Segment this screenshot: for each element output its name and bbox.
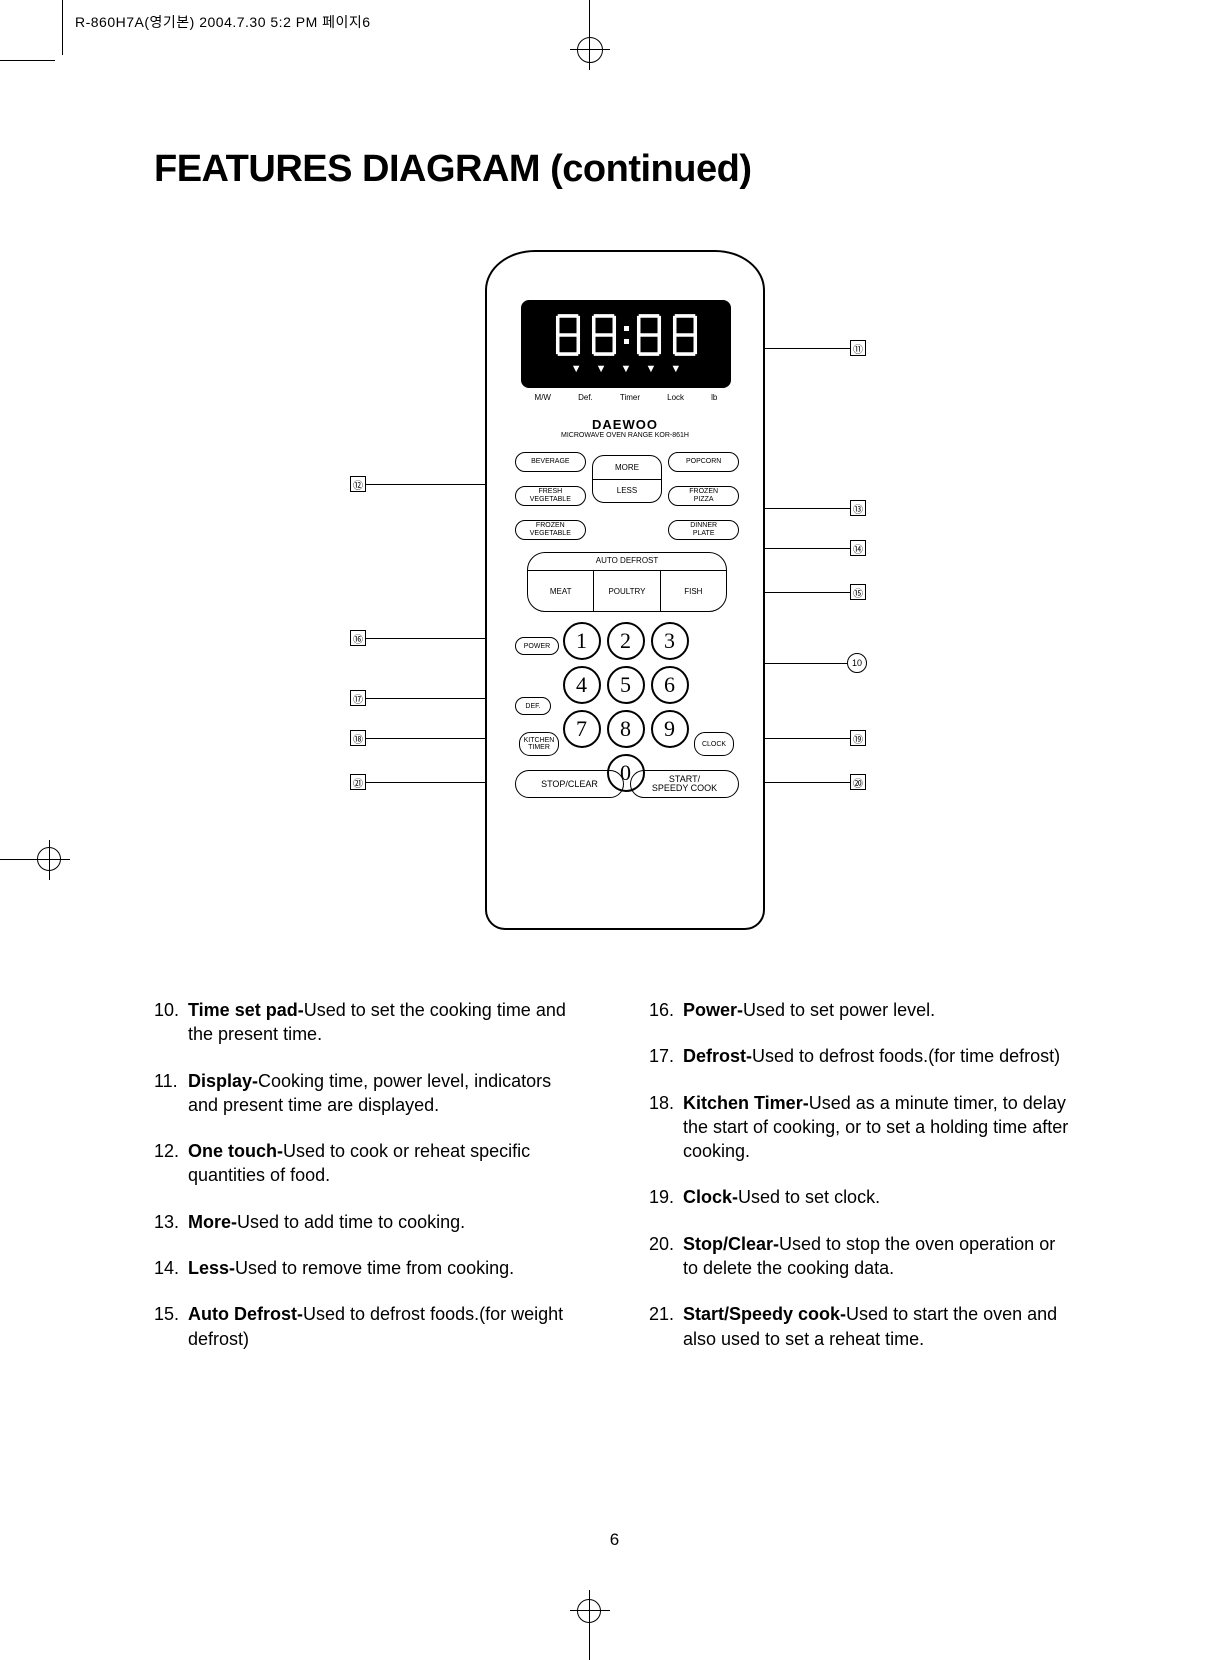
display: ▼▼▼▼▼	[521, 300, 731, 388]
kitchen-timer-button[interactable]: KITCHEN TIMER	[519, 732, 559, 756]
page-meta: R-860H7A(영기본) 2004.7.30 5:2 PM 페이지6	[75, 12, 371, 32]
key-8[interactable]: 8	[607, 710, 645, 748]
frozen-vegetable-button[interactable]: FROZEN VEGETABLE	[515, 520, 586, 540]
def-button[interactable]: DEF.	[515, 697, 551, 715]
description-item: 20.Stop/Clear-Used to stop the oven oper…	[649, 1232, 1074, 1281]
page-title: FEATURES DIAGRAM (continued)	[154, 148, 751, 191]
callout-17: ⑰	[350, 690, 366, 706]
callout-20: ⑳	[850, 774, 866, 790]
crop-mark	[62, 0, 63, 55]
key-2[interactable]: 2	[607, 622, 645, 660]
display-arrows: ▼▼▼▼▼	[571, 363, 681, 375]
callout-14: ⑭	[850, 540, 866, 556]
dinner-plate-button[interactable]: DINNER PLATE	[668, 520, 739, 540]
registration-mark-bottom	[570, 1600, 610, 1660]
description-item: 11.Display-Cooking time, power level, in…	[154, 1069, 579, 1118]
bottom-row: STOP/CLEAR START/ SPEEDY COOK	[515, 770, 739, 798]
poultry-button[interactable]: POULTRY	[593, 571, 659, 611]
callout-10: 10	[847, 653, 867, 673]
description-item: 13.More-Used to add time to cooking.	[154, 1210, 579, 1234]
callout-11: ⑪	[850, 340, 866, 356]
feature-descriptions: 10.Time set pad-Used to set the cooking …	[154, 998, 1074, 1373]
one-touch-grid: BEVERAGE MORE LESS POPCORN FRESH VEGETAB…	[515, 448, 739, 544]
brand-label: DAEWOO	[487, 417, 763, 432]
description-item: 18.Kitchen Timer-Used as a minute timer,…	[649, 1091, 1074, 1164]
display-sublabels: M/W Def. Timer Lock lb	[521, 393, 731, 402]
description-item: 19.Clock-Used to set clock.	[649, 1185, 1074, 1209]
callout-19: ⑲	[850, 730, 866, 746]
auto-defrost-group: AUTO DEFROST MEAT POULTRY FISH	[527, 552, 727, 612]
meat-button[interactable]: MEAT	[528, 571, 593, 611]
callout-13: ⑬	[850, 500, 866, 516]
key-3[interactable]: 3	[651, 622, 689, 660]
callout-21: ㉑	[350, 774, 366, 790]
start-speedy-cook-button[interactable]: START/ SPEEDY COOK	[630, 770, 739, 798]
crop-mark	[0, 60, 55, 61]
keypad: 1 2 3 4 5 6 7 8 9 0	[559, 622, 694, 794]
callout-18: ⑱	[350, 730, 366, 746]
description-item: 17.Defrost-Used to defrost foods.(for ti…	[649, 1044, 1074, 1068]
key-1[interactable]: 1	[563, 622, 601, 660]
registration-mark-top	[570, 0, 610, 60]
less-button: LESS	[593, 480, 662, 503]
callout-16: ⑯	[350, 630, 366, 646]
page-number: 6	[0, 1530, 1229, 1550]
frozen-pizza-button[interactable]: FROZEN PIZZA	[668, 486, 739, 506]
key-6[interactable]: 6	[651, 666, 689, 704]
description-item: 21.Start/Speedy cook-Used to start the o…	[649, 1302, 1074, 1351]
more-less-button[interactable]: MORE LESS	[592, 455, 663, 503]
description-item: 10.Time set pad-Used to set the cooking …	[154, 998, 579, 1047]
stop-clear-button[interactable]: STOP/CLEAR	[515, 770, 624, 798]
auto-defrost-label: AUTO DEFROST	[528, 553, 726, 571]
key-7[interactable]: 7	[563, 710, 601, 748]
model-label: MICROWAVE OVEN RANGE KOR-861H	[487, 432, 763, 439]
control-panel-diagram: ⑫ ⑯ ⑰ ⑱ ㉑ ⑪ ⑬ ⑭ ⑮ 10 ⑲ ⑳ ▼▼▼▼▼	[350, 240, 880, 960]
control-panel: ▼▼▼▼▼ M/W Def. Timer Lock lb DAEWOO MICR…	[485, 250, 765, 930]
popcorn-button[interactable]: POPCORN	[668, 452, 739, 472]
description-item: 14.Less-Used to remove time from cooking…	[154, 1256, 579, 1280]
key-9[interactable]: 9	[651, 710, 689, 748]
beverage-button[interactable]: BEVERAGE	[515, 452, 586, 472]
seven-segment	[552, 313, 701, 357]
registration-mark-left	[0, 840, 60, 880]
callout-15: ⑮	[850, 584, 866, 600]
fresh-vegetable-button[interactable]: FRESH VEGETABLE	[515, 486, 586, 506]
key-5[interactable]: 5	[607, 666, 645, 704]
power-button[interactable]: POWER	[515, 637, 559, 655]
description-item: 12.One touch-Used to cook or reheat spec…	[154, 1139, 579, 1188]
callout-12: ⑫	[350, 476, 366, 492]
more-button: MORE	[593, 456, 662, 480]
description-item: 16.Power-Used to set power level.	[649, 998, 1074, 1022]
clock-button[interactable]: CLOCK	[694, 732, 734, 756]
fish-button[interactable]: FISH	[660, 571, 726, 611]
description-item: 15.Auto Defrost-Used to defrost foods.(f…	[154, 1302, 579, 1351]
key-4[interactable]: 4	[563, 666, 601, 704]
